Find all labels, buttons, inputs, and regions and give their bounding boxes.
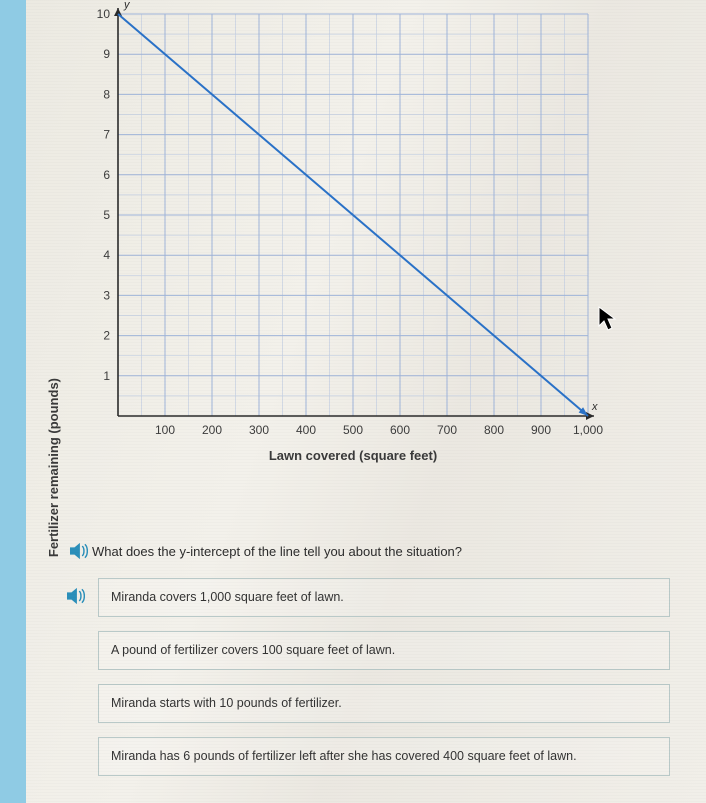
- answer-option[interactable]: Miranda starts with 10 pounds of fertili…: [98, 684, 670, 723]
- svg-text:300: 300: [249, 423, 269, 437]
- svg-text:900: 900: [531, 423, 551, 437]
- svg-text:y: y: [123, 0, 131, 11]
- svg-text:800: 800: [484, 423, 504, 437]
- svg-text:x: x: [591, 401, 598, 413]
- svg-text:2: 2: [103, 329, 110, 343]
- svg-text:7: 7: [103, 128, 110, 142]
- svg-text:10: 10: [97, 7, 111, 21]
- speaker-icon[interactable]: [65, 587, 87, 605]
- option-text: Miranda starts with 10 pounds of fertili…: [111, 696, 342, 710]
- line-chart: yx1002003004005006007008009001,000123456…: [86, 6, 606, 476]
- answer-option[interactable]: A pound of fertilizer covers 100 square …: [98, 631, 670, 670]
- svg-text:8: 8: [103, 87, 110, 101]
- svg-text:5: 5: [103, 208, 110, 222]
- question-text: What does the y-intercept of the line te…: [92, 544, 462, 559]
- y-axis-label: Fertilizer remaining (pounds): [46, 378, 61, 557]
- svg-text:1: 1: [103, 369, 110, 383]
- svg-text:9: 9: [103, 47, 110, 61]
- svg-text:100: 100: [155, 423, 175, 437]
- answer-option[interactable]: Miranda covers 1,000 square feet of lawn…: [98, 578, 670, 617]
- speaker-icon[interactable]: [68, 542, 90, 560]
- option-text: A pound of fertilizer covers 100 square …: [111, 643, 395, 657]
- left-stripe: [0, 0, 26, 803]
- answer-option[interactable]: Miranda has 6 pounds of fertilizer left …: [98, 737, 670, 776]
- svg-text:6: 6: [103, 168, 110, 182]
- svg-text:400: 400: [296, 423, 316, 437]
- option-text: Miranda has 6 pounds of fertilizer left …: [111, 749, 577, 763]
- x-axis-label: Lawn covered (square feet): [118, 448, 588, 463]
- svg-text:200: 200: [202, 423, 222, 437]
- svg-text:4: 4: [103, 248, 110, 262]
- svg-text:1,000: 1,000: [573, 423, 603, 437]
- svg-text:500: 500: [343, 423, 363, 437]
- paper-background: Fertilizer remaining (pounds) y x 100 200 30…: [26, 0, 706, 803]
- svg-text:3: 3: [103, 288, 110, 302]
- svg-text:700: 700: [437, 423, 457, 437]
- option-text: Miranda covers 1,000 square feet of lawn…: [111, 590, 344, 604]
- svg-text:600: 600: [390, 423, 410, 437]
- answer-options: Miranda covers 1,000 square feet of lawn…: [98, 578, 670, 790]
